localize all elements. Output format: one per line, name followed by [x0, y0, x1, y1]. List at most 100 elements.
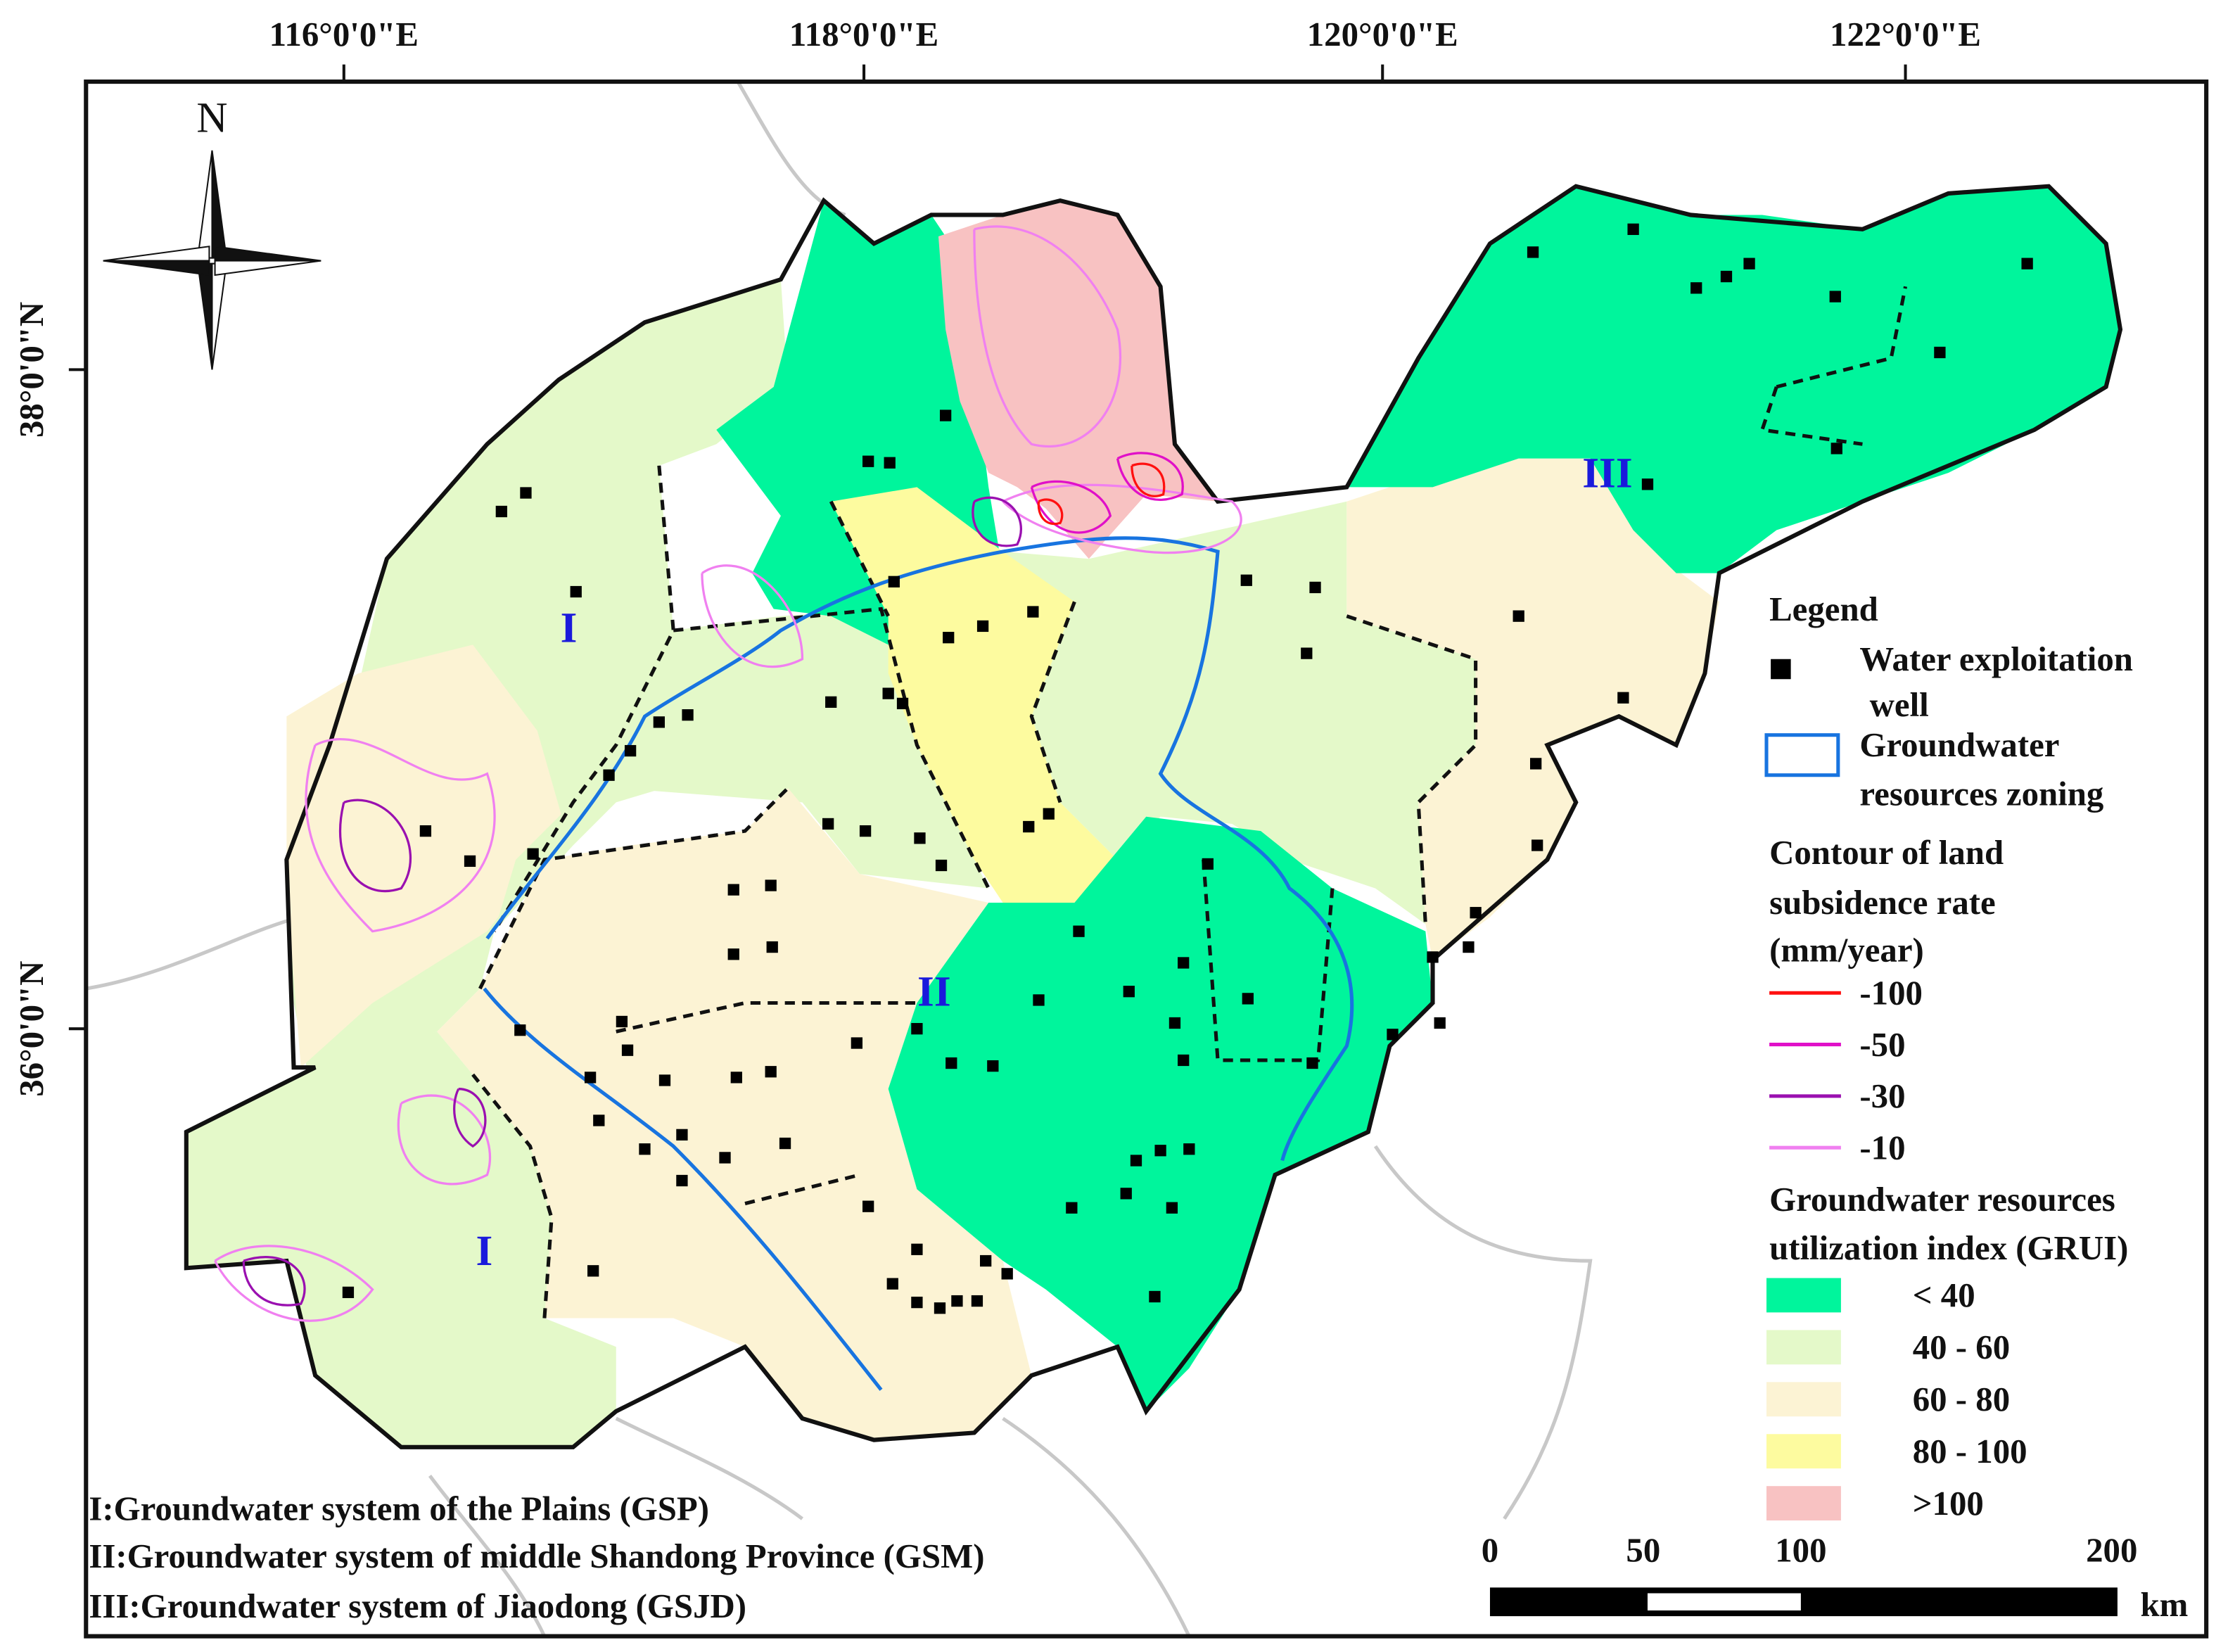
legend-heading: Contour of land: [1769, 833, 2004, 872]
region: [888, 816, 1433, 1411]
graticule-labels: 116°0'0"E 118°0'0"E 120°0'0"E 122°0'0"E …: [12, 15, 1981, 1097]
legend-label: Water exploitation: [1859, 640, 2133, 678]
contour-30: [242, 496, 1022, 1307]
well: [1934, 346, 1946, 359]
legend-label: -10: [1859, 1128, 1905, 1167]
well: [676, 1129, 688, 1140]
region: [286, 644, 566, 1068]
north-arrow: N: [103, 94, 321, 370]
well: [419, 825, 432, 837]
legend-label: well: [1870, 685, 1929, 724]
well: [730, 1072, 742, 1084]
well: [1529, 758, 1542, 770]
well: [765, 1066, 777, 1078]
well: [1427, 951, 1439, 963]
well: [1130, 1155, 1142, 1167]
well: [1532, 839, 1543, 851]
well: [514, 1024, 526, 1036]
well: [727, 884, 739, 896]
well: [987, 1060, 999, 1072]
well: [1513, 610, 1524, 622]
well: [1306, 1057, 1318, 1069]
well: [570, 585, 582, 598]
well: [682, 709, 694, 721]
well: [825, 696, 837, 708]
well: [1627, 223, 1639, 235]
grui-regions: [186, 186, 2120, 1447]
well: [980, 1254, 992, 1267]
well: [1202, 858, 1214, 870]
well: [624, 744, 637, 757]
region: [1346, 429, 1719, 960]
scale-label: 0: [1482, 1531, 1498, 1570]
scale-unit: km: [2141, 1585, 2189, 1624]
note: II:Groundwater system of middle Shandong…: [89, 1537, 984, 1575]
zoning-symbol: [1764, 733, 1840, 777]
well: [971, 1295, 983, 1307]
well: [584, 1072, 597, 1084]
north-label: N: [196, 94, 227, 141]
well: [1043, 808, 1055, 820]
class-swatch: [1766, 1486, 1841, 1521]
well: [886, 1278, 898, 1290]
legend-heading: utilization index (GRUI): [1769, 1228, 2128, 1267]
latitude-label: 36°0'0"N: [12, 961, 51, 1097]
well: [859, 825, 872, 837]
region: [938, 201, 1218, 559]
legend-label: Groundwater: [1859, 725, 2059, 764]
well: [1463, 941, 1475, 953]
well: [882, 687, 894, 699]
well: [1743, 258, 1755, 269]
well: [1720, 270, 1733, 283]
legend-heading: (mm/year): [1769, 930, 1924, 969]
class-swatch: [1766, 1434, 1841, 1469]
region: [494, 609, 989, 932]
well: [603, 769, 615, 781]
longitude-label: 120°0'0"E: [1307, 15, 1458, 53]
well: [935, 859, 948, 872]
scale-label: 200: [2086, 1531, 2137, 1570]
well: [1178, 1054, 1190, 1067]
legend-label: < 40: [1913, 1276, 1975, 1314]
well: [896, 697, 909, 710]
well: [911, 1023, 923, 1035]
well-symbol: [1771, 659, 1791, 680]
well: [1123, 986, 1135, 998]
well: [1309, 581, 1321, 594]
well: [1027, 606, 1039, 618]
well: [1641, 478, 1654, 490]
zone-label: III: [1582, 450, 1632, 497]
contour-10: [214, 225, 1242, 1322]
well: [911, 1296, 923, 1309]
well: [1829, 291, 1841, 303]
well: [1178, 957, 1190, 969]
well: [1240, 574, 1252, 586]
latitude-label: 38°0'0"N: [12, 302, 51, 438]
well: [914, 832, 926, 844]
well: [1470, 907, 1482, 919]
zone-label: I: [476, 1228, 493, 1275]
map-frame: [84, 80, 2209, 1639]
note: III:Groundwater system of Jiaodong (GSJD…: [89, 1587, 746, 1625]
well: [587, 1265, 599, 1277]
legend-label: -30: [1859, 1076, 1905, 1115]
well: [976, 620, 989, 633]
legend-label: resources zoning: [1859, 774, 2103, 813]
well: [593, 1114, 605, 1126]
zoning-lines: [483, 536, 1354, 1391]
region: [831, 487, 1118, 903]
zone-label: I: [561, 604, 578, 652]
scale-label: 100: [1775, 1531, 1826, 1570]
scale-bar: 0 50 100 200 km: [1482, 1531, 2189, 1624]
legend: Legend Water exploitation well Groundwat…: [1764, 590, 2133, 1523]
well: [1830, 443, 1842, 455]
well: [1617, 692, 1629, 704]
well: [527, 848, 539, 860]
well: [727, 948, 739, 960]
class-swatch: [1766, 1382, 1841, 1417]
legend-label: 80 - 100: [1913, 1432, 2027, 1470]
well: [766, 941, 778, 953]
well: [616, 1015, 628, 1028]
well: [1301, 647, 1313, 659]
